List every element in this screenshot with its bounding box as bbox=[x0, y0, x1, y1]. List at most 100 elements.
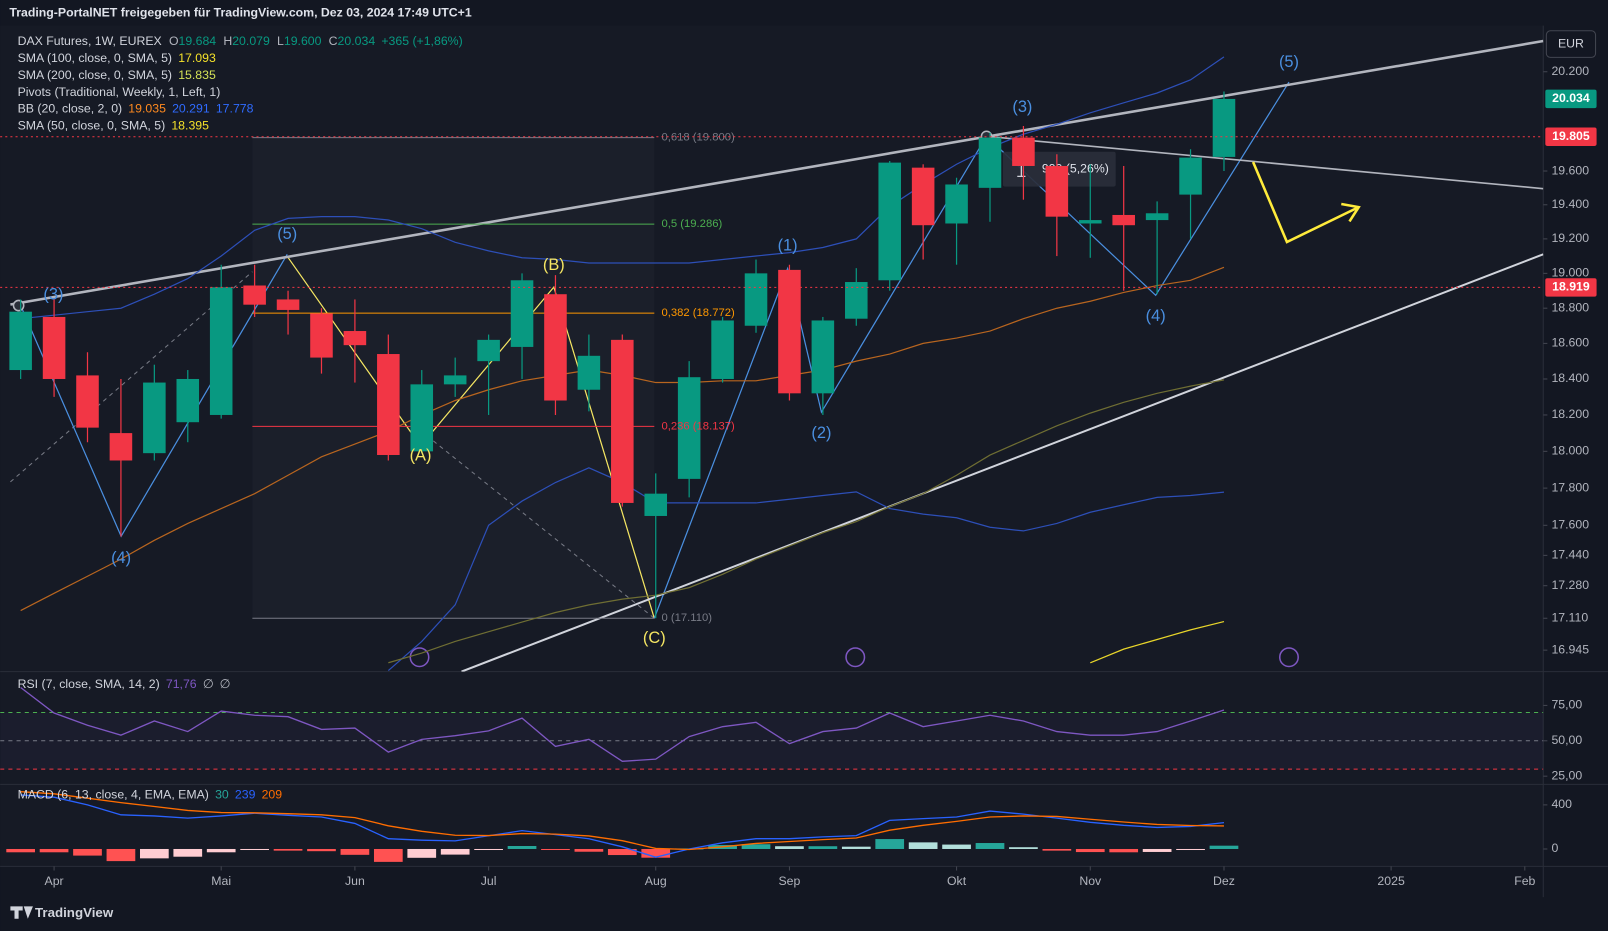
rsi-line bbox=[20, 686, 1225, 762]
legend-entry: SMA (200, close, 0, SMA, 5) 15.835 bbox=[18, 68, 216, 82]
macd-histogram bbox=[1009, 847, 1038, 849]
macd-histogram bbox=[73, 848, 102, 856]
y-tick-label: 18.000 bbox=[1551, 444, 1589, 458]
price-badge bbox=[1545, 278, 1597, 297]
legend-label: DAX Futures, 1W, EUREX bbox=[18, 34, 162, 48]
wave-label: (3) bbox=[1012, 98, 1032, 116]
legend-entry: BB (20, close, 2, 0) 19.035 20.291 17.778 bbox=[18, 102, 254, 116]
legend-entry: SMA (100, close, 0, SMA, 5) 17.093 bbox=[18, 51, 216, 65]
fib-label: 0 (17.110) bbox=[661, 612, 712, 624]
legend-entry: SMA (50, close, 0, SMA, 5) 18.395 bbox=[18, 119, 210, 133]
macd-histogram bbox=[6, 848, 36, 853]
x-tick-label: Mai bbox=[211, 874, 231, 888]
fib-label: 0,236 (18.137) bbox=[661, 420, 735, 432]
candle-body bbox=[978, 137, 1002, 188]
macd-histogram bbox=[1176, 848, 1205, 851]
legend-value: 15.835 bbox=[178, 68, 216, 82]
legend-label: SMA (200, close, 0, SMA, 5) bbox=[18, 68, 172, 82]
candle-body bbox=[878, 162, 901, 281]
legend-value: 19.600 bbox=[284, 34, 322, 48]
macd-histogram bbox=[474, 848, 503, 851]
arrow-head bbox=[1341, 202, 1361, 223]
y-tick-label: 18.800 bbox=[1551, 300, 1589, 314]
candle-body bbox=[1179, 157, 1202, 195]
pivot-icons bbox=[409, 647, 1299, 668]
x-tick-label: Jul bbox=[481, 874, 497, 888]
legend-value: 19.035 bbox=[128, 102, 166, 116]
macd-histogram bbox=[641, 848, 671, 858]
currency-badge[interactable] bbox=[1545, 30, 1597, 58]
legend-value: 71,76 bbox=[166, 677, 197, 691]
macd-histogram bbox=[607, 848, 637, 856]
candle-body bbox=[9, 311, 32, 371]
candle-body bbox=[1212, 98, 1236, 157]
logo bbox=[10, 906, 33, 919]
x-tick-label: Okt bbox=[947, 874, 967, 888]
wave-label: (1) bbox=[778, 236, 798, 254]
legend-value: C bbox=[329, 34, 338, 48]
layer bbox=[6, 790, 1239, 862]
legend-entry: RSI (7, close, SMA, 14, 2) 71,76 ∅ ∅ bbox=[18, 677, 231, 691]
macd-histogram bbox=[1075, 848, 1105, 853]
candle-body bbox=[477, 339, 500, 362]
price-badge-label: 19.805 bbox=[1552, 129, 1590, 143]
macd-histogram bbox=[875, 839, 905, 849]
forecast-arrow bbox=[1251, 161, 1360, 244]
candle-body bbox=[410, 384, 434, 452]
y-tick-label: 19.400 bbox=[1551, 197, 1589, 211]
legend-entry: Pivots (Traditional, Weekly, 1, Left, 1) bbox=[18, 85, 221, 99]
candle-body bbox=[1012, 137, 1035, 166]
candle-body bbox=[577, 355, 601, 390]
indicator-line bbox=[1090, 620, 1225, 664]
legend-value: L bbox=[277, 34, 284, 48]
legend-value: 209 bbox=[262, 788, 283, 802]
macd-histogram bbox=[1042, 848, 1072, 851]
macd-histogram bbox=[775, 846, 804, 849]
footer-brand: TradingView bbox=[35, 905, 114, 920]
legend-value: 20.079 bbox=[232, 34, 270, 48]
candle-body bbox=[176, 378, 200, 423]
candle-body bbox=[377, 354, 400, 455]
legend-value: 18.395 bbox=[171, 119, 209, 133]
wave-label: (5) bbox=[1279, 53, 1299, 71]
fib-label: 0,382 (18.772) bbox=[661, 307, 735, 319]
header: Trading-PortalNET freigegeben für Tradin… bbox=[9, 6, 471, 20]
y-tick-label: 18.200 bbox=[1551, 407, 1589, 421]
price-badge-label: 18.919 bbox=[1552, 280, 1590, 294]
y-tick-label: 400 bbox=[1551, 797, 1572, 811]
y-tick-label: 19.000 bbox=[1551, 266, 1589, 280]
y-tick-label: 17.440 bbox=[1551, 548, 1589, 562]
candle-body bbox=[1078, 220, 1102, 224]
legend-value: 30 bbox=[215, 788, 229, 802]
x-tick-label: Dez bbox=[1213, 874, 1235, 888]
candle-body bbox=[911, 167, 935, 226]
macd-histogram bbox=[373, 848, 403, 862]
legend-label: RSI (7, close, SMA, 14, 2) bbox=[18, 677, 160, 691]
macd-histogram bbox=[307, 848, 336, 852]
legend-value: 17.093 bbox=[178, 51, 216, 65]
candle-body bbox=[443, 375, 467, 385]
macd-histogram bbox=[1109, 848, 1139, 853]
x-tick-label: Apr bbox=[45, 874, 64, 888]
legend-label: BB (20, close, 2, 0) bbox=[18, 102, 123, 116]
legend-label: SMA (50, close, 0, SMA, 5) bbox=[18, 119, 166, 133]
macd-histogram bbox=[1142, 848, 1172, 852]
pivot-icon[interactable] bbox=[409, 647, 430, 668]
candle-body bbox=[510, 280, 534, 347]
macd-histogram bbox=[39, 848, 69, 853]
wave-line bbox=[286, 255, 655, 619]
macd-histogram bbox=[574, 848, 604, 852]
pivot-icon[interactable] bbox=[1278, 647, 1299, 668]
wave-label: (A) bbox=[410, 447, 432, 465]
candle-body bbox=[109, 433, 133, 461]
pivot-icon[interactable] bbox=[845, 647, 866, 668]
x-tick-label: Nov bbox=[1079, 874, 1102, 888]
indicator-line bbox=[388, 379, 1225, 664]
candle-body bbox=[544, 294, 567, 401]
candle-body bbox=[1045, 165, 1069, 217]
plot-area bbox=[0, 25, 1544, 867]
y-tick-label: 18.600 bbox=[1551, 336, 1589, 350]
macd-line bbox=[20, 790, 1224, 851]
macd-histogram bbox=[942, 844, 971, 849]
